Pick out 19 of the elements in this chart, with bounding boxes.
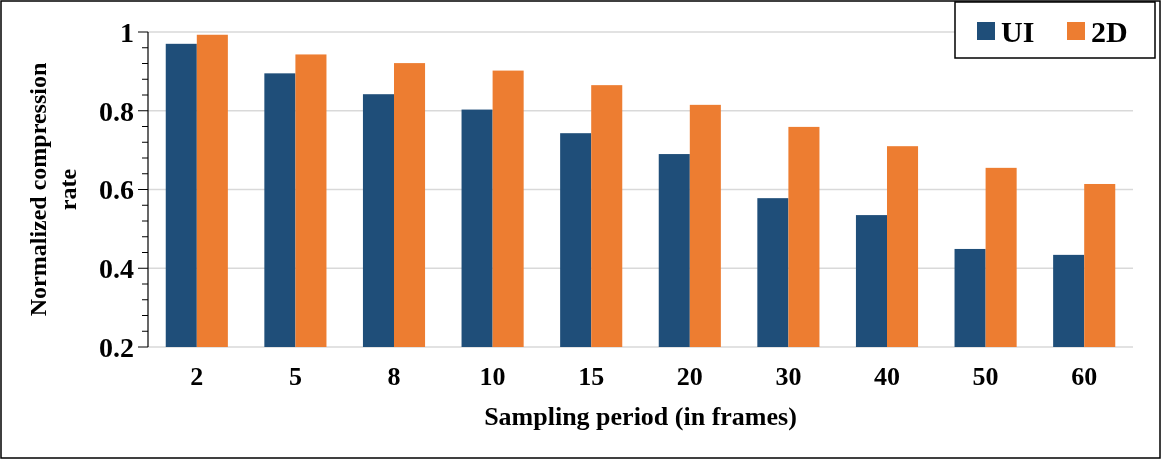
- x-tick-label: 15: [578, 362, 605, 391]
- x-tick-label: 50: [972, 362, 999, 391]
- y-tick-label: 1: [120, 16, 134, 48]
- y-tick-label: 0.6: [99, 174, 134, 206]
- x-tick-label: 60: [1071, 362, 1098, 391]
- y-axis-title: Normalized compression rate: [25, 62, 81, 317]
- x-tick-label: 40: [874, 362, 900, 391]
- x-tick-label: 5: [288, 362, 302, 391]
- legend-label: 2D: [1091, 15, 1128, 48]
- x-tick-label: 2: [190, 362, 204, 391]
- legend-label: UI: [1001, 15, 1035, 48]
- x-axis-title: Sampling period (in frames): [484, 402, 797, 431]
- y-tick-label: 0.8: [99, 95, 134, 127]
- x-tick-label: 8: [387, 362, 401, 391]
- x-tick-label: 30: [775, 362, 802, 391]
- x-tick-label: 10: [479, 362, 506, 391]
- x-tick-label: 20: [676, 362, 703, 391]
- y-tick-label: 0.2: [99, 331, 134, 363]
- y-tick-label: 0.4: [99, 253, 134, 285]
